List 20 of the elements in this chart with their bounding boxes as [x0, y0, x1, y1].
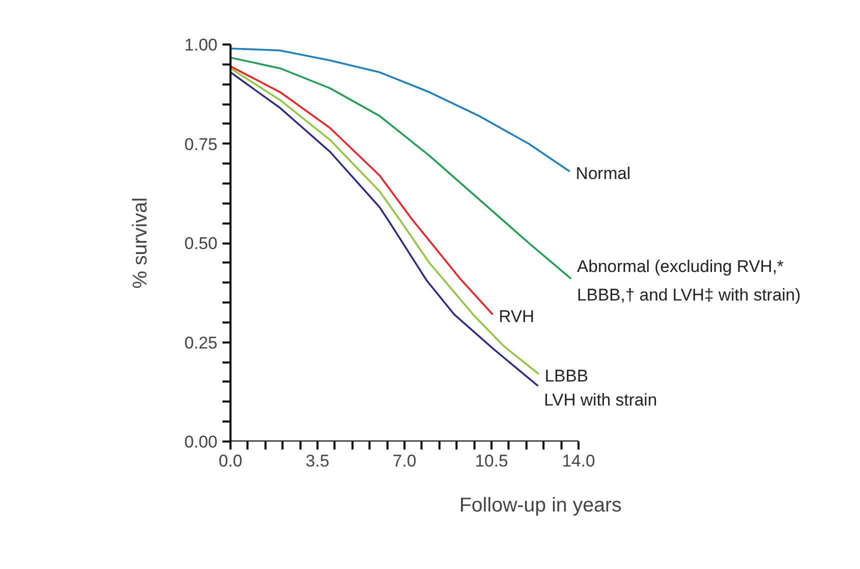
series-label: Normal [576, 164, 631, 184]
x-tick-label: 10.5 [474, 452, 508, 470]
series-label: LBBB [544, 366, 588, 386]
y-tick-label: 0.00 [184, 432, 218, 452]
y-tick-label: 0.25 [184, 333, 218, 352]
x-tick-label: 7.0 [392, 452, 416, 470]
y-axis-title: % survival [129, 197, 152, 289]
x-tick-label: 0.0 [218, 452, 242, 470]
line-series [230, 56, 572, 280]
y-tick-label: 1.00 [184, 36, 218, 54]
x-axis-title: Follow-up in years [459, 494, 622, 516]
series-label: Abnormal (excluding RVH,* LBBB,† and LVH‡ with strain) [577, 256, 801, 304]
x-tick-label: 3.5 [306, 452, 330, 470]
y-tick-label: 0.50 [184, 234, 218, 253]
y-tick-label: 0.75 [184, 134, 218, 154]
line-series [230, 65, 494, 316]
series-label: LVH with strain [544, 390, 658, 410]
line-series [230, 48, 571, 172]
x-tick-label: 14.0 [562, 452, 596, 470]
series-label: RVH [498, 306, 534, 326]
